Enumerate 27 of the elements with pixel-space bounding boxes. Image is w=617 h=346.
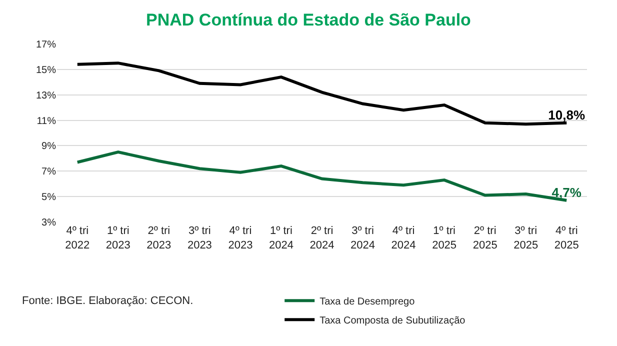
y-tick-label: 3% [42,218,56,228]
legend-label: Taxa Composta de Subutilização [320,315,466,326]
y-tick-label: 9% [42,141,56,152]
x-tick-label: 4º tri 2024 [391,225,416,252]
y-tick-label: 17% [36,40,56,50]
x-tick-label: 3º tri 2023 [187,225,212,252]
y-tick-label: 11% [36,116,56,127]
x-tick-label: 2º tri 2025 [472,225,498,252]
y-tick-label: 13% [36,90,56,102]
x-tick-label: 3º tri 2025 [514,225,538,252]
x-tick-label: 4º tri 2025 [554,225,579,252]
y-tick-label: 7% [42,166,56,178]
x-tick-label: 2º tri 2024 [310,225,334,252]
chart-title: PNAD Contínua do Estado de São Paulo [146,10,471,30]
source-note: Fonte: IBGE. Elaboração: CECON. [22,295,194,307]
x-tick-label: 3º tri 2024 [350,225,376,252]
data-label: 10,8% [548,108,586,123]
legend-label: Taxa de Desemprego [320,296,416,308]
x-tick-label: 4º tri 2023 [228,225,253,252]
data-label: 4,7% [552,185,582,200]
x-tick-label: 1º tri 2023 [106,225,130,252]
x-tick-label: 1º tri 2025 [432,225,457,252]
y-tick-label: 15% [36,64,56,76]
x-tick-label: 1º tri 2024 [268,225,294,252]
x-tick-label: 2º tri 2023 [146,225,172,252]
y-tick-label: 5% [42,192,56,204]
x-tick-label: 4º tri 2022 [65,225,90,252]
